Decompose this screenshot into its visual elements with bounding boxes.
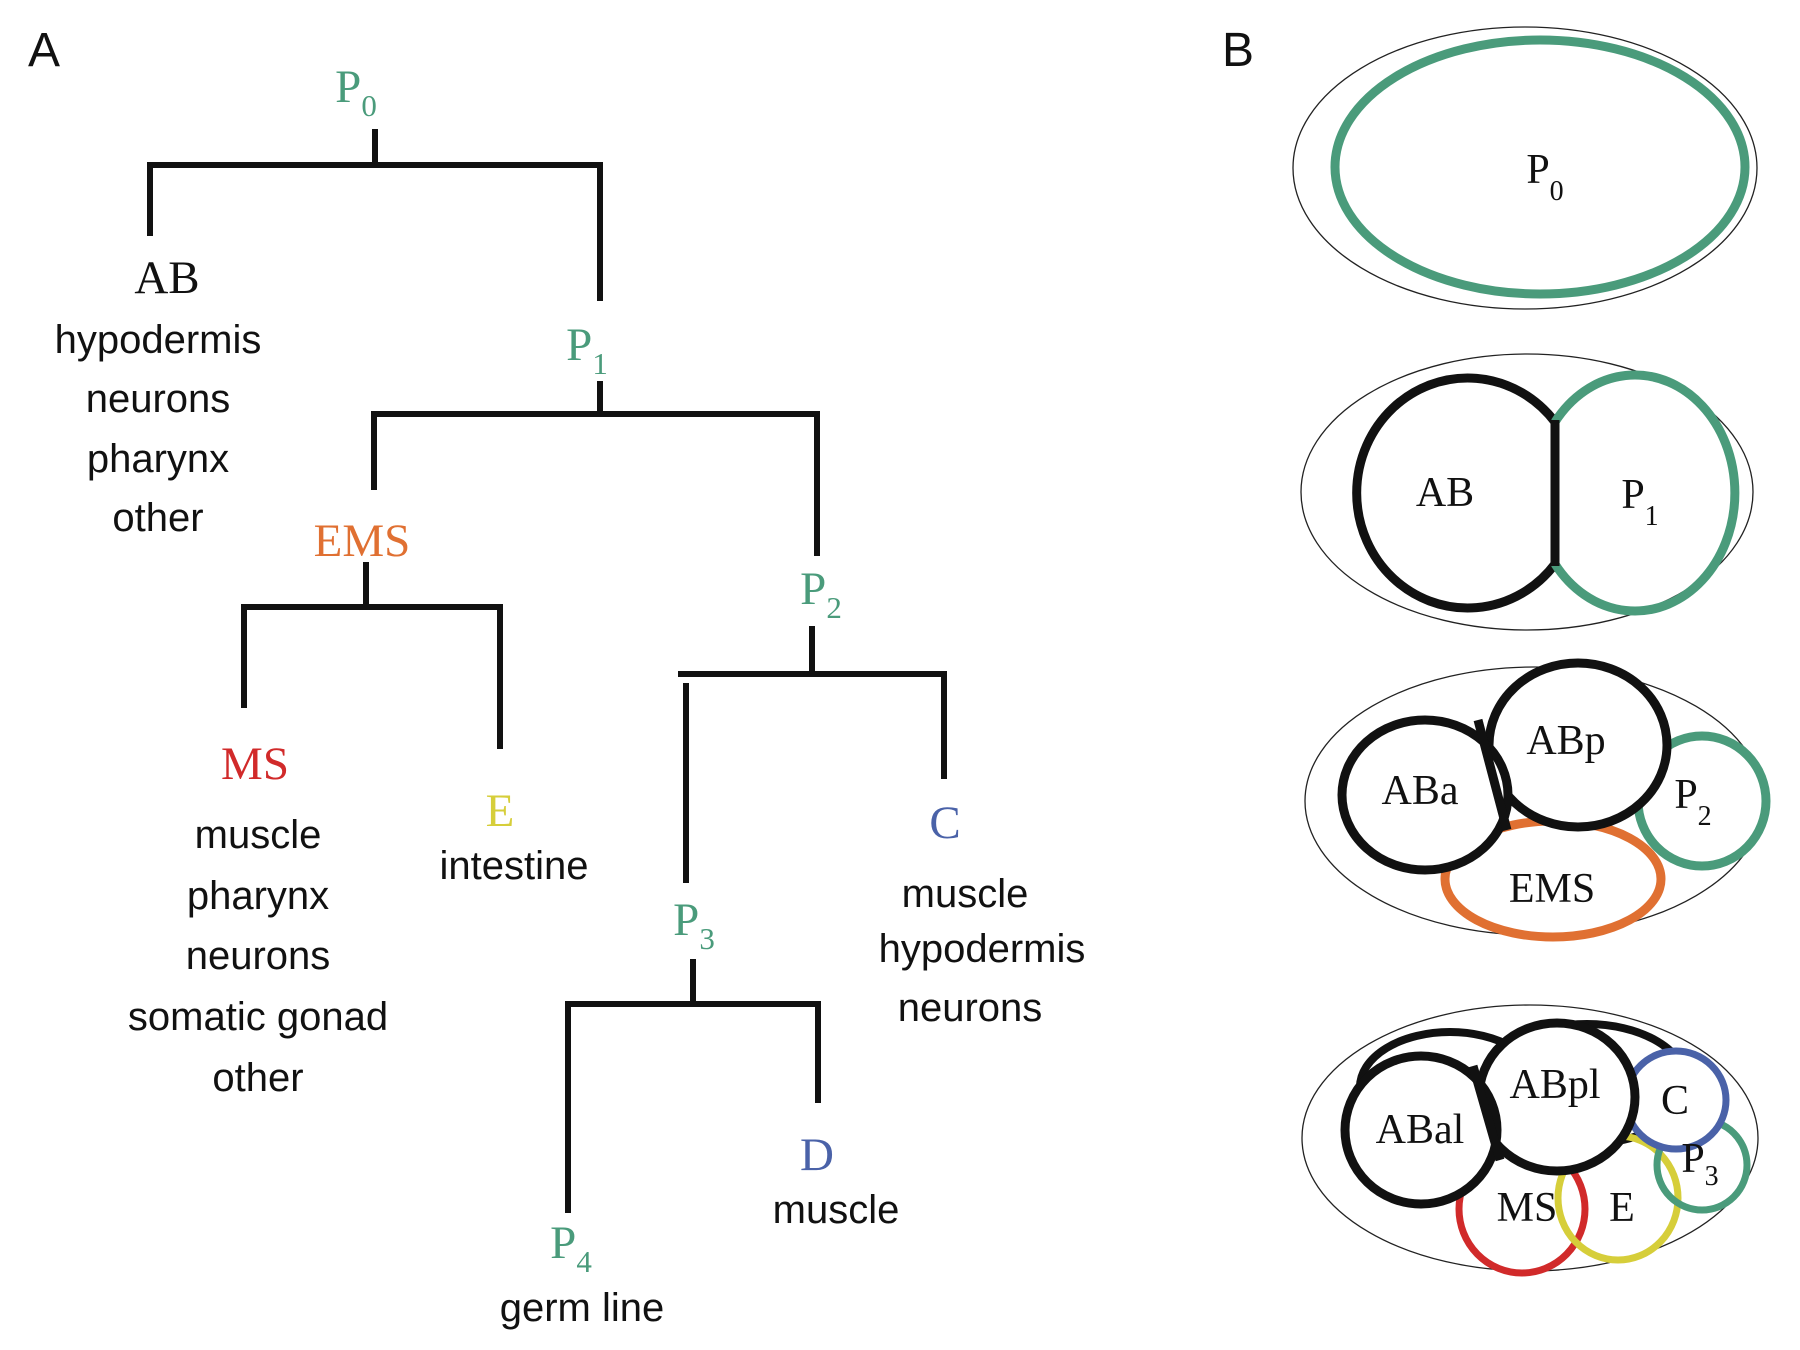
eggshell — [1300, 353, 1754, 631]
panel-label-b: B — [1222, 24, 1254, 77]
ms-fate: pharynx — [187, 874, 329, 918]
cell-p1-label: P1 — [1621, 472, 1658, 532]
embryo-four-cell: ABa ABp P2 EMS — [1304, 658, 1771, 942]
node-d: D — [800, 1129, 834, 1181]
cell-boundary — [1473, 718, 1512, 832]
embryo-one-cell: P0 — [1292, 26, 1758, 310]
node-ems: EMS — [314, 515, 411, 567]
cell-boundary — [1468, 1064, 1505, 1162]
e-fate: intestine — [440, 844, 589, 888]
node-p0: P0 — [335, 61, 377, 123]
cell-ems-label: EMS — [1509, 866, 1595, 912]
cell-p2-label: P2 — [1674, 772, 1711, 832]
ms-fate: other — [212, 1056, 303, 1100]
ms-fate: neurons — [186, 934, 331, 978]
cell-abal-label: ABal — [1376, 1107, 1465, 1153]
node-p2: P2 — [800, 563, 842, 625]
cell-aba-outline — [1337, 715, 1513, 875]
cell-ab-outline — [1352, 373, 1559, 613]
cell-abal-outline — [1340, 1051, 1502, 1209]
ab-fate: other — [112, 496, 203, 540]
ab-fate: neurons — [86, 377, 231, 421]
node-c: C — [929, 797, 960, 849]
cell-e-label: E — [1609, 1185, 1635, 1231]
eggshell — [1292, 26, 1758, 310]
cell-abp-label: ABp — [1526, 718, 1605, 764]
c-fate: muscle — [902, 872, 1029, 916]
node-p1: P1 — [566, 319, 608, 381]
node-ms: MS — [221, 738, 289, 790]
cell-p3-label: P3 — [1681, 1136, 1718, 1192]
ms-fate: muscle — [195, 813, 322, 857]
panel-label-a: A — [28, 24, 60, 77]
cell-ab-label: AB — [1416, 470, 1474, 516]
node-p4: P4 — [550, 1217, 592, 1279]
embryo-two-cell: AB P1 — [1300, 353, 1754, 631]
node-ab: AB — [134, 252, 199, 304]
cell-abpl-label: ABpl — [1509, 1062, 1600, 1108]
ab-fate: pharynx — [87, 437, 229, 481]
cell-ms-label: MS — [1497, 1185, 1558, 1231]
lineage-tree — [147, 129, 947, 1213]
ab-fate: hypodermis — [55, 318, 262, 362]
cell-p1-outline — [1551, 370, 1740, 616]
cell-p0-outline — [1330, 35, 1750, 299]
node-e: E — [486, 785, 515, 837]
p4-fate: germ line — [500, 1286, 665, 1330]
d-fate: muscle — [773, 1188, 900, 1232]
node-p3: P3 — [673, 894, 715, 956]
ms-fate: somatic gonad — [128, 995, 388, 1039]
cell-c-label: C — [1661, 1078, 1689, 1124]
c-fate: neurons — [898, 986, 1043, 1030]
c-fate: hypodermis — [879, 927, 1086, 971]
cell-aba-label: ABa — [1382, 768, 1459, 814]
embryo-eight-cell: ABal ABpl C P3 MS E — [1301, 1004, 1759, 1277]
cell-p0-label: P0 — [1526, 147, 1563, 207]
